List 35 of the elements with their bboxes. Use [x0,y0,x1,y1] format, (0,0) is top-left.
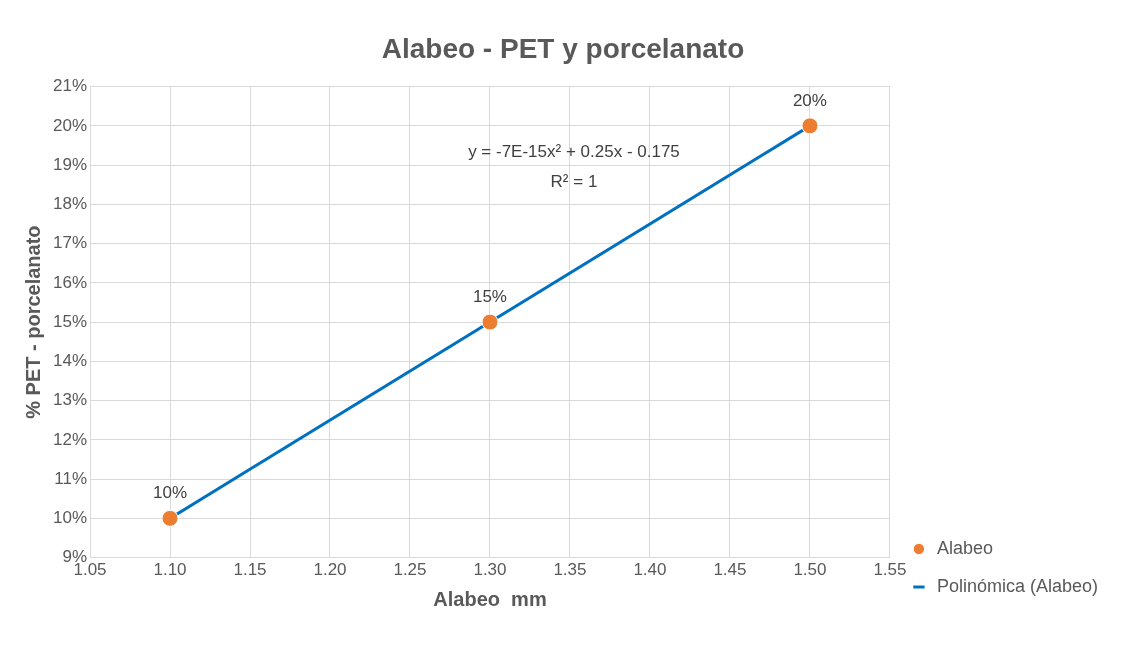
y-tick-label: 16% [52,272,88,292]
legend-label: Polinómica (Alabeo) [936,575,1098,596]
chart-title: Alabeo - PET y porcelanato [381,32,745,64]
x-tick-label: 1.35 [553,560,587,580]
y-tick-label: 15% [52,311,88,331]
x-tick-label: 1.55 [873,560,907,580]
y-tick-label: 18% [52,194,88,214]
x-tick-label: 1.50 [793,560,827,580]
x-tick-label: 1.20 [313,560,347,580]
y-tick-label: 19% [52,154,88,174]
y-tick-label: 17% [52,233,88,253]
annotation: R² = 1 [550,171,598,191]
x-tick-label: 1.45 [713,560,747,580]
x-tick-label: 1.25 [393,560,427,580]
annotation: y = -7E-15x² + 0.25x - 0.175 [468,141,680,161]
point [481,313,499,331]
data-label: 10% [153,483,188,503]
y-tick-label: 12% [52,429,88,449]
y-tick-label: 10% [52,508,88,528]
y-tick-label: 13% [52,390,88,410]
x-tick-label: 1.40 [633,560,667,580]
y-tick-label: 11% [54,468,88,488]
x-tick-label: 1.30 [473,560,507,580]
point [801,117,819,135]
x-tick-label: 1.10 [153,560,187,580]
point [161,509,179,527]
y-tick-label: 21% [52,76,88,96]
y-axis-title: % PET - porcelanato [21,225,44,419]
x-axis-title: Alabeo mm [433,587,547,610]
y-tick-label: 20% [52,115,88,135]
x-tick-label: 1.15 [233,560,267,580]
data-label: 20% [792,90,827,110]
data-label: 15% [472,287,507,307]
legend-label: Alabeo [936,537,993,558]
y-tick-label: 14% [52,351,88,371]
